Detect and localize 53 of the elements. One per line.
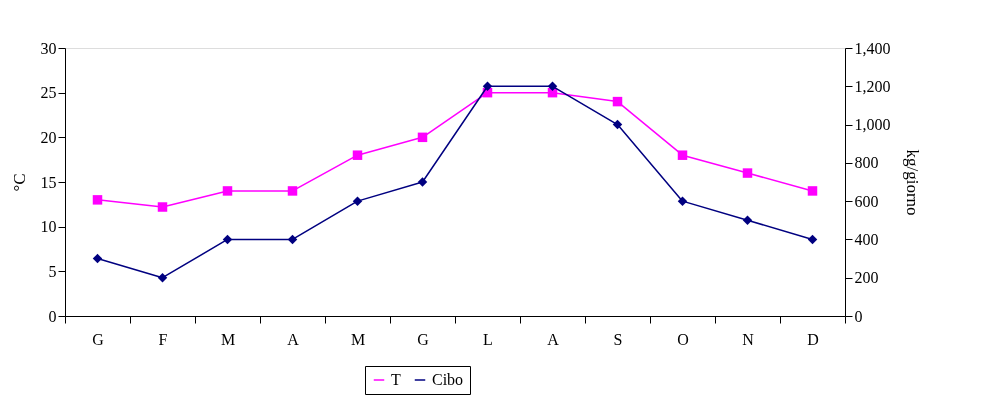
- x-tick-label: A: [287, 330, 300, 348]
- x-tick-label: A: [547, 330, 560, 348]
- y-tick-label: 25: [40, 84, 57, 102]
- point: [807, 186, 818, 196]
- y2-tick-label: 0: [854, 307, 863, 325]
- y-tick-label: 20: [40, 128, 57, 146]
- point: [157, 202, 168, 212]
- y-axis-title: °C: [9, 173, 29, 192]
- point: [742, 215, 753, 226]
- y2-tick-label: 400: [854, 230, 879, 248]
- point: [807, 234, 818, 245]
- x-tick-label: M: [220, 330, 236, 348]
- x-tick-label: D: [807, 330, 819, 348]
- y2-tick-label: 200: [854, 269, 879, 287]
- point: [482, 81, 493, 92]
- x-tick-label: G: [417, 330, 430, 348]
- point: [92, 253, 103, 264]
- point: [352, 196, 363, 206]
- x-tick-label: F: [158, 330, 168, 348]
- point: [352, 150, 363, 160]
- point: [287, 234, 298, 245]
- point: [677, 196, 688, 206]
- point: [417, 132, 428, 143]
- point: [612, 96, 623, 107]
- point: [612, 119, 623, 130]
- y2-tick-label: 1,400: [854, 39, 891, 57]
- legend-label: T: [391, 371, 401, 388]
- x-tick-label: S: [613, 330, 623, 348]
- y-tick-label: 15: [40, 173, 57, 191]
- point: [677, 150, 688, 160]
- x-tick-label: O: [677, 330, 689, 348]
- point: [222, 186, 233, 196]
- y2-axis-title: kg/giorno: [902, 149, 922, 216]
- point: [157, 272, 168, 283]
- x-tick-label: M: [350, 330, 366, 348]
- legend-label: Cibo: [432, 371, 464, 388]
- y2-tick-label: 1,200: [854, 77, 891, 95]
- point: [417, 177, 428, 187]
- point: [92, 195, 103, 205]
- y-tick-label: 10: [40, 218, 57, 236]
- y-tick-label: 5: [48, 262, 57, 280]
- y2-tick-label: 600: [854, 192, 879, 210]
- point: [742, 168, 753, 178]
- y-tick-label: 0: [48, 307, 57, 325]
- point: [287, 186, 298, 196]
- point: [547, 81, 558, 92]
- y2-tick-label: 1,000: [854, 116, 891, 134]
- y2-tick-label: 800: [854, 154, 879, 172]
- point: [222, 234, 233, 245]
- y-tick-label: 30: [40, 39, 57, 57]
- x-tick-label: G: [92, 330, 105, 348]
- x-tick-label: N: [742, 330, 755, 348]
- x-tick-label: L: [483, 330, 493, 348]
